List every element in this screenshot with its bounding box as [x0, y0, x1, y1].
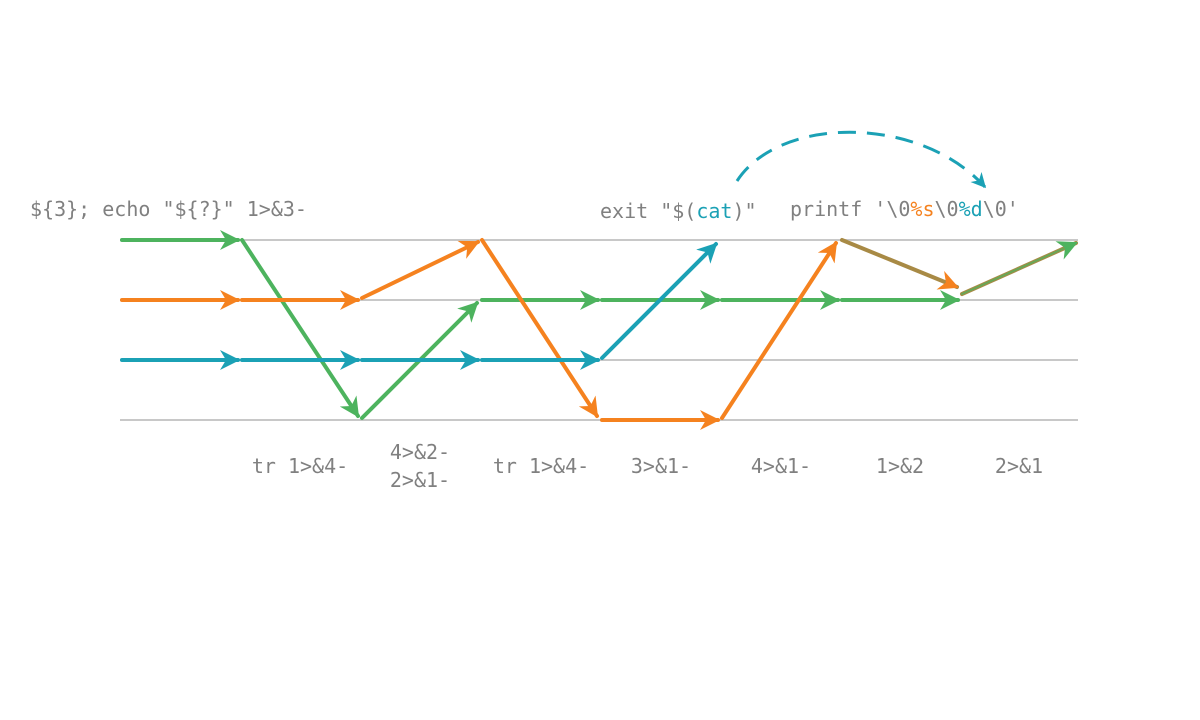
- stage-label: tr 1>&4-: [493, 454, 589, 478]
- printf-d: %d: [959, 197, 983, 221]
- stage-label: 2>&1: [995, 454, 1043, 478]
- orange-arrow: [480, 238, 599, 418]
- teal-stream: [120, 242, 718, 370]
- stage-label: 1>&2: [876, 454, 924, 478]
- printf-mid: \0: [935, 197, 959, 221]
- label-printf-command: printf '\0%s\0%d\0': [790, 197, 1019, 221]
- label-exit-command: exit "$(cat)": [600, 199, 757, 223]
- orange-arrow: [720, 241, 838, 420]
- stage-label: tr 1>&4-: [252, 454, 348, 478]
- dashed-arc-arrow: [735, 130, 987, 189]
- stage-label: 4>&2-: [390, 440, 450, 464]
- green-arrow: [240, 238, 360, 418]
- stage-labels: tr 1>&4- 4>&2- 2>&1- tr 1>&4- 3>&1- 4>&1…: [252, 440, 1043, 492]
- printf-pre: printf '\0: [790, 197, 910, 221]
- exit-cat: cat: [696, 199, 732, 223]
- mixed-arrow: [840, 238, 959, 290]
- printf-post: \0': [983, 197, 1019, 221]
- exit-post: )": [732, 199, 756, 223]
- printf-s: %s: [910, 197, 934, 221]
- orange-arrow: [360, 240, 480, 300]
- orange-stream: [120, 238, 838, 430]
- mixed-stream: [840, 238, 1078, 296]
- exit-pre: exit "$(: [600, 199, 696, 223]
- mixed-arrow-overlay: [961, 242, 1077, 295]
- teal-arrow: [600, 242, 718, 360]
- stage-label: 2>&1-: [390, 468, 450, 492]
- fd-rails: [120, 239, 1078, 421]
- stage-label: 3>&1-: [631, 454, 691, 478]
- label-echo-command: ${3}; echo "${?}" 1>&3-: [30, 197, 307, 221]
- stage-label: 4>&1-: [751, 454, 811, 478]
